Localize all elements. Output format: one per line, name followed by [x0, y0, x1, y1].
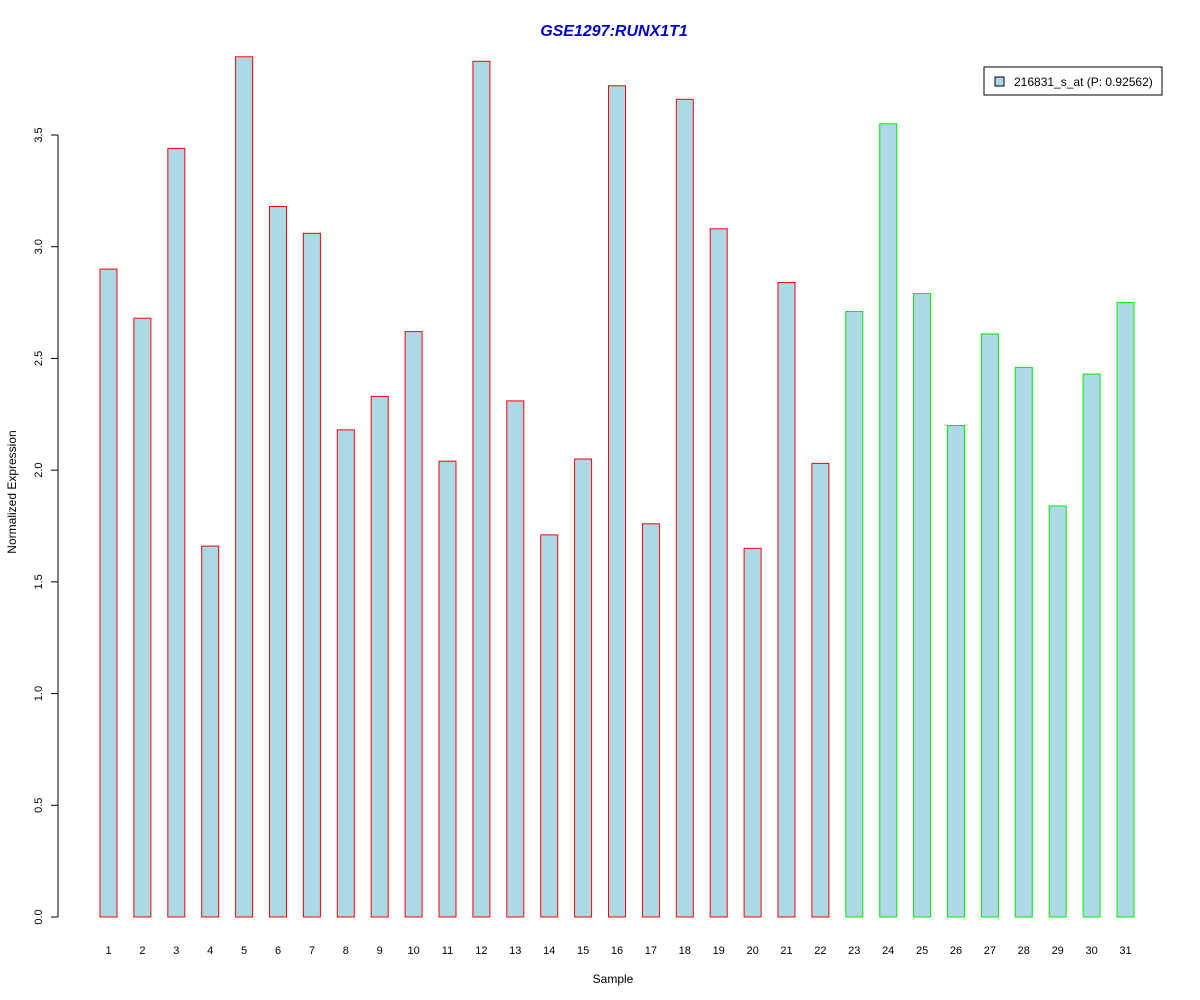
- y-tick-label: 3.0: [33, 239, 45, 254]
- x-tick-label: 5: [241, 945, 247, 957]
- x-tick-label: 16: [611, 945, 623, 957]
- bar-sample-12: [472, 60, 491, 918]
- x-tick-label: 31: [1119, 945, 1131, 957]
- bar-sample-15: [574, 458, 593, 918]
- x-tick-label: 25: [916, 945, 928, 957]
- x-tick-label: 1: [105, 945, 111, 957]
- bar-sample-9: [370, 395, 389, 918]
- legend: 216831_s_at (P: 0.92562): [983, 66, 1163, 96]
- x-tick-label: 4: [207, 945, 213, 957]
- bar-sample-30: [1082, 373, 1101, 918]
- bar-sample-3: [167, 147, 186, 918]
- bar-sample-28: [1014, 366, 1033, 918]
- bar-sample-31: [1116, 302, 1135, 918]
- bar-sample-27: [980, 333, 999, 918]
- x-tick-label: 10: [407, 945, 419, 957]
- y-tick-label: 0.5: [33, 798, 45, 813]
- y-tick-label: 1.0: [33, 686, 45, 701]
- x-tick-label: 15: [577, 945, 589, 957]
- y-tick-label: 2.0: [33, 462, 45, 477]
- x-tick-label: 21: [780, 945, 792, 957]
- bar-sample-11: [438, 460, 457, 918]
- bar-sample-22: [811, 462, 830, 918]
- y-axis-label: Normalized Expression: [5, 430, 19, 553]
- bar-sample-1: [99, 268, 118, 918]
- legend-box: [983, 66, 1163, 96]
- x-tick-label: 3: [173, 945, 179, 957]
- x-tick-label: 30: [1085, 945, 1097, 957]
- y-tick-label: 1.5: [33, 574, 45, 589]
- bar-sample-7: [302, 232, 321, 918]
- bar-sample-19: [709, 228, 728, 918]
- x-tick-label: 14: [543, 945, 555, 957]
- bar-sample-25: [913, 293, 932, 918]
- x-tick-label: 24: [882, 945, 894, 957]
- x-tick-label: 8: [343, 945, 349, 957]
- bar-sample-4: [201, 545, 220, 918]
- bar-sample-20: [743, 547, 762, 918]
- y-tick-label: 0.0: [33, 909, 45, 924]
- x-tick-label: 11: [442, 945, 453, 957]
- bar-sample-26: [947, 425, 965, 918]
- x-tick-label: 13: [509, 945, 521, 957]
- x-tick-label: 2: [139, 945, 145, 957]
- y-axis: 0.0 0.5 1.0 1.5 2.0 2.5 3.0 3.5: [33, 127, 59, 925]
- x-tick-label: 20: [746, 945, 758, 957]
- x-tick-label: 6: [275, 945, 281, 957]
- bar-sample-21: [777, 282, 796, 918]
- bar-sample-23: [845, 311, 864, 918]
- x-tick-label: 7: [309, 945, 315, 957]
- x-tick-label: 19: [713, 945, 725, 957]
- bar-sample-16: [608, 85, 626, 918]
- x-tick-label: 23: [848, 945, 860, 957]
- x-tick-label: 9: [377, 945, 383, 957]
- bar-sample-2: [133, 317, 152, 918]
- x-tick-label: 29: [1052, 945, 1064, 957]
- x-tick-label: 22: [814, 945, 826, 957]
- x-tick-label: 17: [645, 945, 657, 957]
- x-tick-labels: 1 2 3 4 5 6 7 8 9 10 11 12 13 14 15 16 17 18 19 20 21 22 23 24 2…: [105, 945, 1131, 957]
- x-tick-label: 26: [950, 945, 962, 957]
- x-tick-label: 12: [475, 945, 487, 957]
- bar-sample-29: [1048, 505, 1067, 918]
- bar-sample-5: [235, 56, 254, 918]
- y-tick-label: 2.5: [33, 351, 45, 366]
- legend-label: 216831_s_at (P: 0.92562): [1014, 75, 1153, 89]
- bar-sample-10: [404, 331, 423, 918]
- bar-sample-14: [540, 534, 559, 918]
- x-tick-label: 18: [679, 945, 691, 957]
- x-tick-label: 28: [1018, 945, 1030, 957]
- bars: [99, 56, 1135, 918]
- legend-swatch: [994, 76, 1005, 87]
- bar-sample-17: [641, 523, 660, 918]
- bar-sample-8: [336, 429, 355, 918]
- x-axis-label: Sample: [593, 972, 634, 986]
- y-tick-label: 3.5: [33, 127, 45, 142]
- bar-sample-13: [506, 400, 525, 918]
- bar-sample-18: [675, 98, 694, 918]
- bar-sample-24: [879, 123, 898, 918]
- x-tick-label: 27: [984, 945, 996, 957]
- bar-sample-6: [269, 206, 287, 918]
- chart-title: GSE1297:RUNX1T1: [540, 23, 688, 40]
